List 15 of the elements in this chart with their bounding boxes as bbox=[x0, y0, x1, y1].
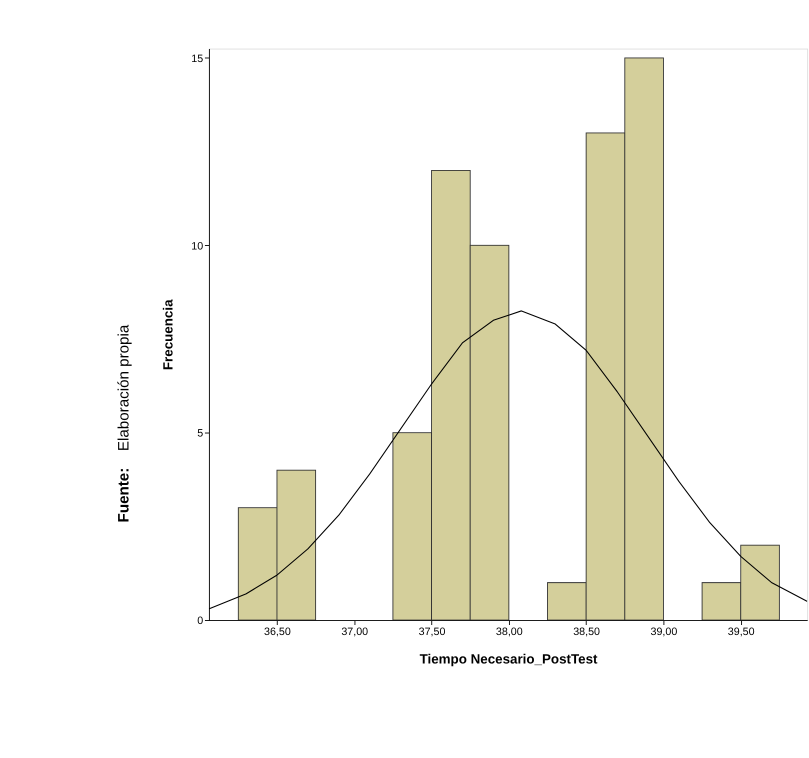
y-tick-label: 5 bbox=[197, 428, 204, 440]
y-tick-label: 10 bbox=[191, 240, 204, 252]
x-tick-label: 38,50 bbox=[573, 626, 600, 638]
x-tick-label: 37,50 bbox=[418, 626, 446, 638]
y-axis-title: Frecuencia bbox=[160, 298, 176, 370]
x-tick-label: 37,00 bbox=[341, 626, 368, 638]
x-tick-label: 39,50 bbox=[728, 626, 755, 638]
y-tick-label: 15 bbox=[191, 53, 204, 66]
y-tick-label: 0 bbox=[197, 615, 204, 628]
source-note: Fuente: bbox=[116, 468, 133, 522]
x-tick-label: 39,00 bbox=[650, 626, 678, 638]
x-tick-label: 38,00 bbox=[496, 626, 523, 638]
x-tick-label: 36,50 bbox=[264, 626, 291, 638]
text: Elaboración propia bbox=[116, 324, 133, 452]
x-axis-title: Tiempo Necesario_PostTest bbox=[420, 651, 598, 666]
